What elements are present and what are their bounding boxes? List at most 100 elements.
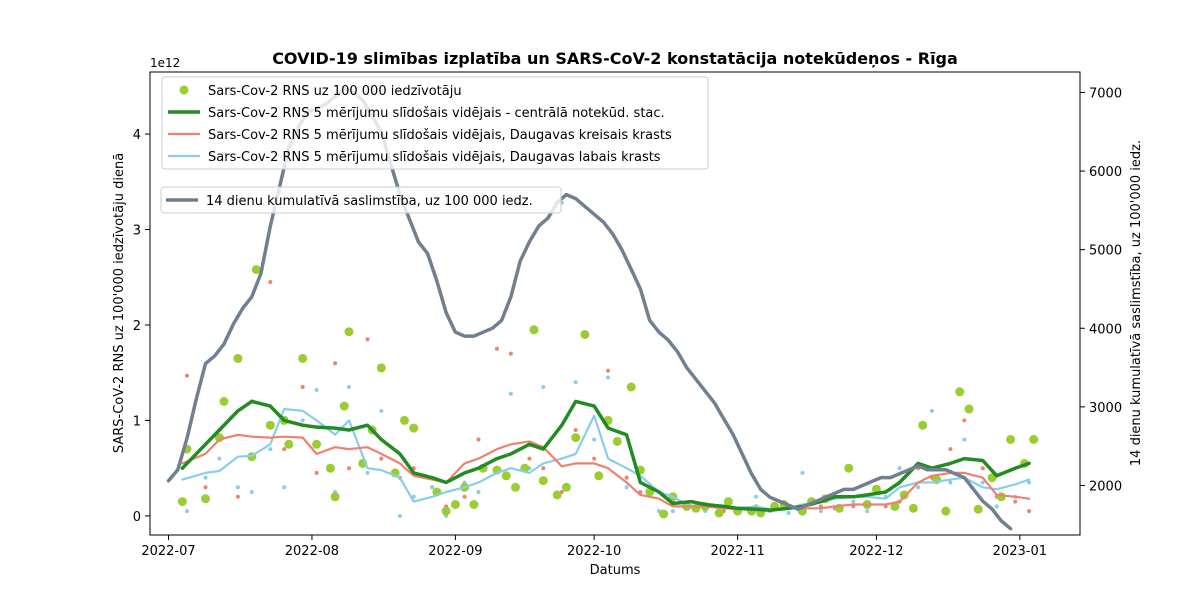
series-4-point: [441, 506, 451, 516]
series-6-point: [980, 480, 985, 485]
series-5-point: [495, 346, 499, 351]
series-4-point: [376, 363, 386, 373]
series-6-point: [624, 485, 629, 490]
series-4-point: [265, 420, 275, 430]
left-y-tick-label: 1: [133, 414, 141, 429]
series-6-point: [541, 385, 546, 389]
left-y-axis-label: SARS-CoV-2 RNS uz 100'000 iedzīvotāju di…: [112, 153, 127, 453]
series-4-point: [501, 471, 511, 481]
series-4-point: [538, 476, 548, 486]
series-4-point: [594, 471, 604, 481]
series-5-point: [268, 280, 273, 284]
series-6-point: [476, 490, 481, 494]
right-y-tick-label: 2000: [1089, 479, 1122, 494]
left-y-tick-label: 0: [133, 510, 141, 525]
series-5-point: [508, 351, 513, 356]
series-5-point: [592, 456, 597, 461]
series-6-point: [865, 509, 870, 514]
right-y-tick-label: 5000: [1089, 244, 1122, 259]
series-4-point: [177, 497, 187, 507]
series-3-line: [181, 407, 1031, 511]
series-6-point: [851, 499, 856, 504]
series-5-point: [1013, 499, 1018, 504]
series-5-point: [333, 361, 338, 366]
x-tick-label: 2022-08: [285, 544, 339, 559]
legend-top-box: [161, 76, 709, 170]
series-2-line: [181, 433, 1031, 512]
series-5-point: [203, 485, 208, 490]
series-4-point: [899, 490, 909, 500]
series-4-point: [409, 423, 419, 433]
x-axis-label: Datums: [590, 563, 641, 578]
series-4-point: [844, 463, 854, 473]
series-4-point: [330, 492, 340, 502]
series-6-point: [235, 485, 240, 490]
axes-layer: 2022-07 2022-08 2022-09 2022-10 2022-11 2022-…: [133, 71, 1122, 559]
series-4-point: [511, 482, 520, 492]
series-4-point: [964, 404, 974, 414]
legend-layer: Sars-Cov-2 RNS uz 100 000 iedzīvotāju Sar…: [160, 76, 709, 214]
legend-marker: [179, 85, 189, 95]
right-y-tick-label: 4000: [1089, 322, 1122, 337]
series-4-point: [325, 463, 335, 473]
series-5-point: [365, 337, 370, 342]
series-6-point: [217, 456, 222, 461]
legend-label: Sars-Cov-2 RNS 5 mērījumu slīdošais vidē…: [208, 150, 661, 165]
series-4-point: [552, 490, 562, 500]
legend-right-axis: 14 dienu kumulatīvā saslimstība, uz 100 …: [160, 186, 562, 214]
series-4-point: [529, 325, 539, 335]
series-5-point: [300, 385, 305, 389]
series-4-point: [723, 497, 733, 507]
series-5-point: [476, 437, 481, 442]
left-y-tick-label: 3: [133, 224, 141, 239]
x-tick-label: 2023-01: [993, 544, 1047, 559]
series-4-point: [233, 353, 243, 363]
series-6-point: [314, 387, 319, 392]
series-4-point: [691, 503, 701, 513]
series-4-point: [469, 500, 479, 509]
series-5-point: [1027, 509, 1032, 514]
series-4-point: [450, 500, 460, 509]
series-5-point: [948, 447, 953, 452]
x-tick-label: 2022-10: [567, 544, 621, 559]
series-4-point: [973, 504, 983, 514]
legend-label: Sars-Cov-2 RNS 5 mērījumu slīdošais vidē…: [208, 106, 665, 121]
right-y-tick-label: 6000: [1089, 165, 1122, 180]
series-5-point: [462, 494, 467, 499]
series-4-point: [955, 387, 965, 397]
legend-label: Sars-Cov-2 RNS 5 mērījumu slīdošais vidē…: [208, 128, 672, 143]
series-5-point: [527, 456, 532, 461]
series-5-point: [185, 373, 189, 378]
right-y-tick-label: 7000: [1089, 86, 1122, 101]
series-4-point: [1006, 435, 1016, 444]
series-5-point: [624, 475, 629, 480]
series-6-point: [800, 470, 805, 475]
series-6-point: [379, 408, 384, 413]
plot-frame: [149, 71, 1081, 536]
series-6-point: [282, 485, 287, 490]
right-y-tick-label: 3000: [1089, 401, 1122, 416]
series-4-point: [344, 327, 354, 337]
series-4-point: [284, 439, 294, 449]
series-6-point: [347, 385, 351, 389]
series-4-point: [580, 330, 590, 339]
series-4-point: [201, 494, 210, 504]
x-tick-label: 2022-11: [710, 544, 764, 559]
series-6-point: [606, 375, 611, 380]
legend-label: 14 dienu kumulatīvā saslimstība, uz 100 …: [206, 194, 533, 209]
series-6-point: [573, 380, 578, 385]
series-6-point: [592, 437, 597, 442]
series-4-point: [312, 439, 322, 449]
series-6-point: [365, 470, 370, 475]
x-tick-label: 2022-12: [849, 544, 903, 559]
series-6-point: [397, 513, 402, 518]
series-6-point: [185, 509, 189, 514]
series-6-point: [249, 490, 254, 494]
series-5-point: [980, 466, 985, 471]
series-4-point: [339, 401, 349, 411]
series-6-point: [916, 485, 921, 490]
series-4-point: [1029, 435, 1039, 444]
series-4-point: [561, 482, 571, 492]
series-4-point: [918, 420, 928, 430]
